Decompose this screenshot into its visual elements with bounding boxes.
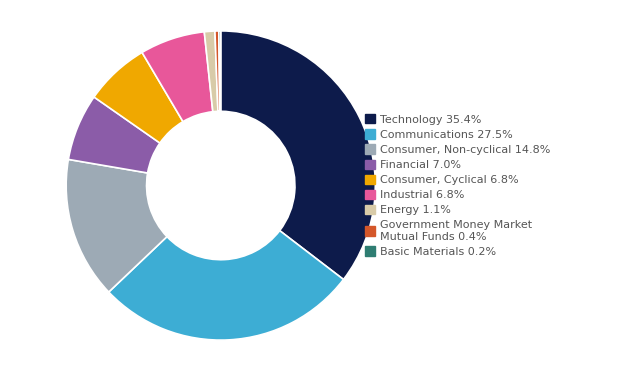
Legend: Technology 35.4%, Communications 27.5%, Consumer, Non-cyclical 14.8%, Financial : Technology 35.4%, Communications 27.5%, …	[365, 114, 551, 257]
Wedge shape	[142, 32, 213, 122]
Wedge shape	[68, 97, 160, 173]
Wedge shape	[108, 231, 344, 340]
Wedge shape	[215, 31, 220, 111]
Wedge shape	[204, 31, 218, 112]
Wedge shape	[94, 52, 183, 143]
Wedge shape	[219, 31, 221, 111]
Wedge shape	[66, 160, 167, 292]
Wedge shape	[221, 31, 376, 279]
